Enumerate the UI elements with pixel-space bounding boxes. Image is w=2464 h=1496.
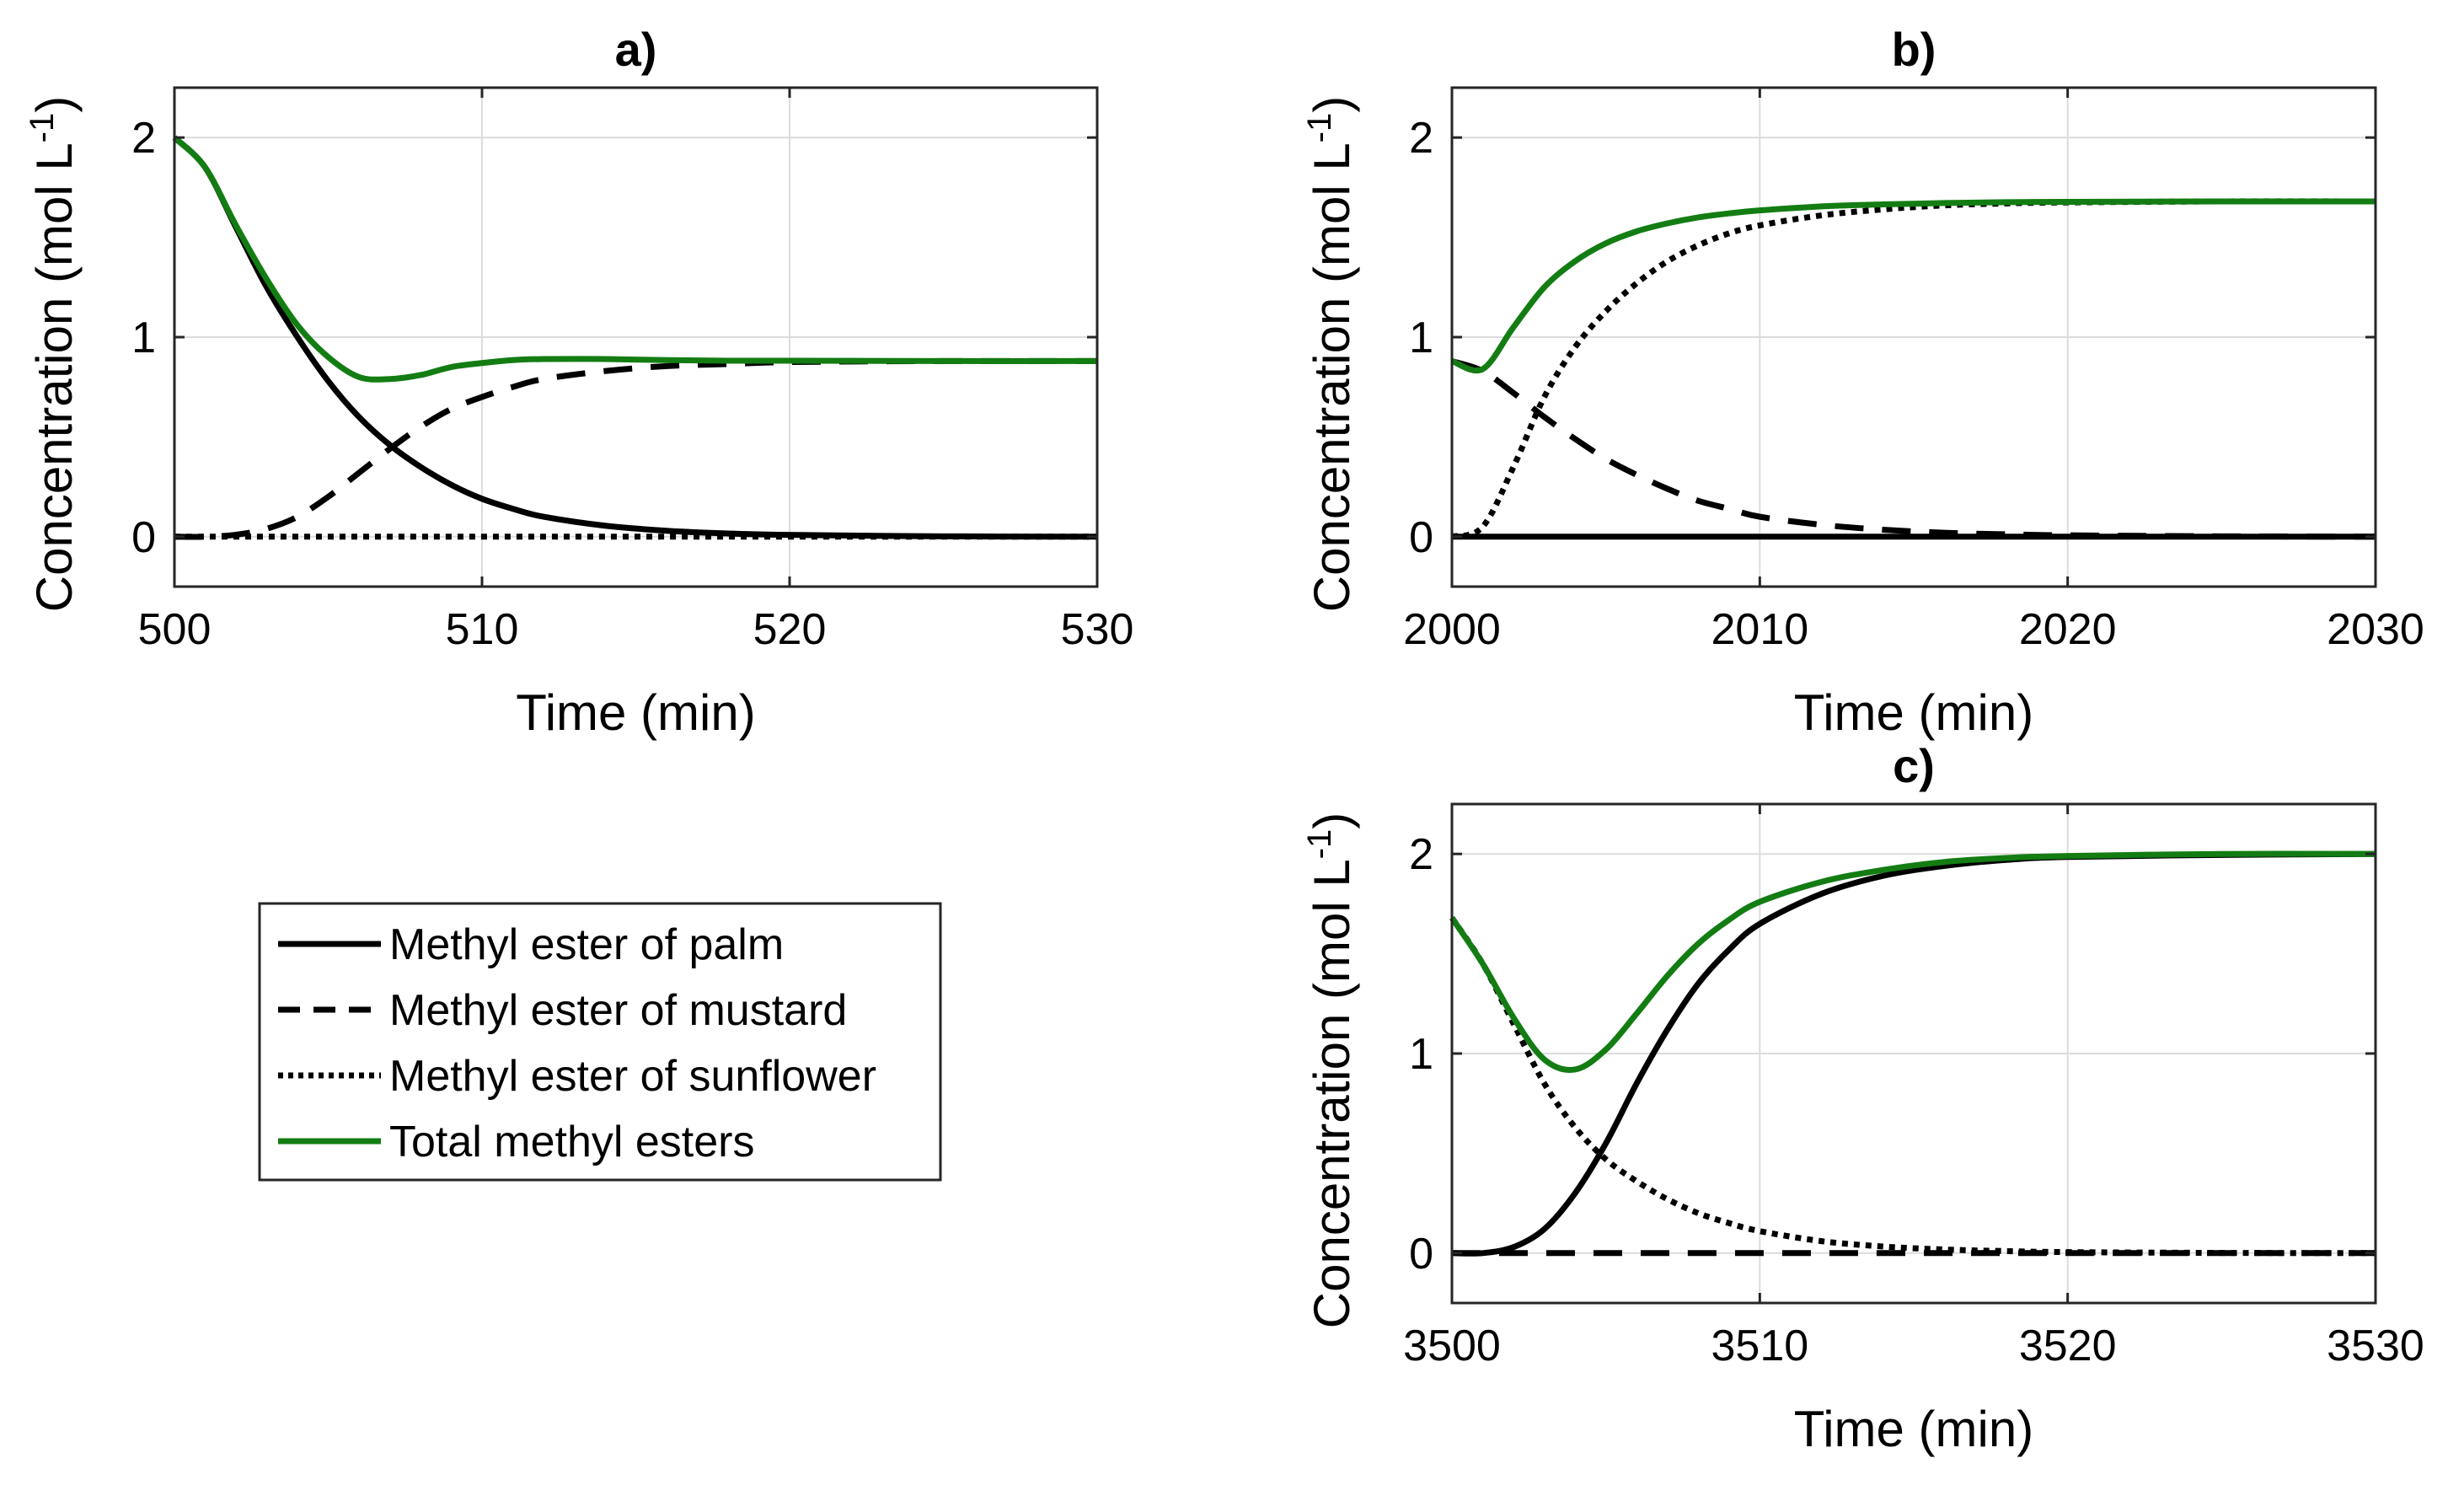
panel-title: b) <box>1892 23 1936 76</box>
x-tick-label: 530 <box>1061 605 1134 654</box>
x-tick-label: 2000 <box>1403 605 1501 654</box>
x-tick-label: 520 <box>753 605 827 654</box>
x-tick-label: 2020 <box>2019 605 2117 654</box>
legend-label: Methyl ester of palm <box>389 920 784 969</box>
panel-c: 3500 3510 3520 3530 0 1 2 c) Time (min) Concen… <box>1301 739 2424 1457</box>
x-tick-label: 3520 <box>2019 1322 2117 1370</box>
y-tick-label: 2 <box>1409 114 1433 163</box>
y-tick-label: 2 <box>1409 830 1433 879</box>
x-tick-label: 3500 <box>1403 1322 1501 1370</box>
y-axis-label: Concentration (mol L-1) <box>1301 812 1360 1329</box>
legend-entry-total: Total methyl esters <box>278 1118 755 1166</box>
x-tick-label: 3510 <box>1711 1322 1808 1370</box>
series-line-total-methyl-esters <box>1449 850 2376 1073</box>
y-tick-label: 0 <box>1409 513 1433 562</box>
y-tick-label: 1 <box>1409 314 1433 362</box>
legend-label: Methyl ester of mustard <box>389 986 847 1035</box>
x-tick-label: 3530 <box>2327 1322 2424 1370</box>
panel-a: 500 510 520 530 0 1 2 a) Time (min) Concentrat… <box>24 23 1133 741</box>
y-tick-label: 2 <box>131 114 156 163</box>
x-tick-label: 2030 <box>2327 605 2424 654</box>
y-axis-label: Concentration (mol L-1) <box>1301 96 1360 613</box>
legend-entry-sunflower: Methyl ester of sunflower <box>278 1052 876 1101</box>
legend-entry-mustard: Methyl ester of mustard <box>278 986 847 1035</box>
legend-entry-palm: Methyl ester of palm <box>278 920 784 969</box>
series-line-total-methyl-esters <box>172 135 1098 383</box>
x-tick-label: 500 <box>138 605 212 654</box>
x-axis-label: Time (min) <box>1794 1401 2033 1457</box>
panel-title: a) <box>615 23 657 76</box>
series-line-methyl-ester-of-mustard <box>1450 358 2376 540</box>
x-tick-label: 510 <box>446 605 519 654</box>
legend-label: Total methyl esters <box>389 1118 755 1166</box>
y-tick-label: 1 <box>1409 1030 1433 1079</box>
series-line-methyl-ester-of-mustard <box>174 357 1098 540</box>
x-axis-label: Time (min) <box>1794 684 2033 741</box>
series-line-total-methyl-esters <box>1450 198 2376 373</box>
panel-title: c) <box>1893 739 1935 792</box>
legend-label: Methyl ester of sunflower <box>389 1052 876 1101</box>
y-tick-label: 0 <box>1409 1230 1433 1279</box>
series-line-methyl-ester-of-palm <box>172 135 1098 540</box>
legend-box <box>258 902 942 1182</box>
legend: Methyl ester of palm Methyl ester of mus… <box>258 902 942 1182</box>
panel-b: 2000 2010 2020 2030 0 1 2 b) Time (min) Concen… <box>1301 23 2424 741</box>
y-tick-label: 1 <box>131 314 156 362</box>
x-tick-label: 2010 <box>1711 605 1808 654</box>
series-line-methyl-ester-of-sunflower <box>1449 916 2376 1257</box>
y-axis-label: Concentration (mol L-1) <box>24 96 83 613</box>
x-axis-label: Time (min) <box>516 684 755 741</box>
y-tick-label: 0 <box>131 513 156 562</box>
